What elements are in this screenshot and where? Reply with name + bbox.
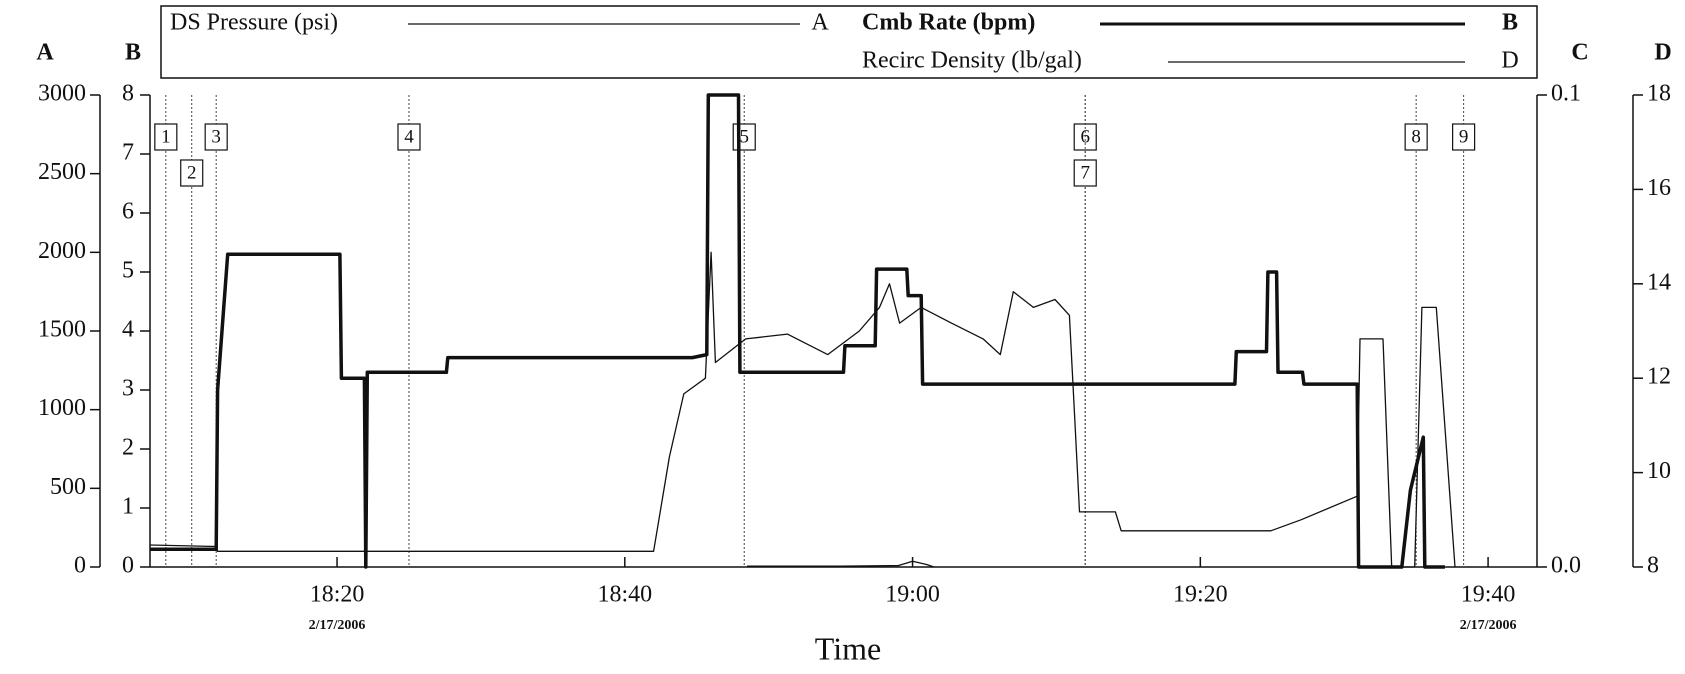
event-label: 2 xyxy=(187,162,197,183)
date-label: 2/17/2006 xyxy=(1460,618,1517,633)
legend-label: Recirc Density (lb/gal) xyxy=(862,48,1082,74)
y-tick-label: 2500 xyxy=(38,159,86,185)
y-tick-label: 18 xyxy=(1647,81,1671,107)
legend-label: Cmb Rate (bpm) xyxy=(862,10,1035,36)
series-line xyxy=(747,560,935,568)
x-tick-label: 19:20 xyxy=(1173,582,1228,608)
y-tick-label: 0.0 xyxy=(1551,553,1581,579)
x-tick-label: 19:00 xyxy=(885,582,940,608)
y-tick-label: 6 xyxy=(122,199,134,225)
axis-title: A xyxy=(36,40,54,66)
event-label: 8 xyxy=(1411,126,1421,147)
event-label: 3 xyxy=(211,126,221,147)
y-tick-label: 2 xyxy=(122,435,134,461)
event-box xyxy=(397,123,421,151)
legend-axis: A xyxy=(811,10,829,36)
y-tick-label: 0 xyxy=(74,553,86,579)
y-tick-label: 12 xyxy=(1647,364,1671,390)
x-tick-label: 18:40 xyxy=(597,582,652,608)
y-tick-label: 7 xyxy=(122,140,134,166)
y-tick-label: 0 xyxy=(122,553,134,579)
event-box xyxy=(1073,159,1097,187)
y-tick-label: 4 xyxy=(122,317,134,343)
x-tick-label: 19:40 xyxy=(1461,582,1516,608)
series-line xyxy=(150,93,1445,569)
y-tick-label: 500 xyxy=(50,474,86,500)
series-line xyxy=(149,251,1456,568)
event-label: 5 xyxy=(739,126,749,147)
legend-box xyxy=(160,5,1538,79)
x-axis-label: Time xyxy=(815,630,881,666)
y-tick-label: 16 xyxy=(1647,175,1671,201)
y-tick-label: 5 xyxy=(122,258,134,284)
event-box xyxy=(154,123,178,151)
y-tick-label: 3 xyxy=(122,376,134,402)
legend-label: DS Pressure (psi) xyxy=(170,10,338,36)
legend-axis: B xyxy=(1502,10,1518,36)
y-tick-label: 10 xyxy=(1647,458,1671,484)
y-tick-label: 8 xyxy=(1647,553,1659,579)
event-label: 9 xyxy=(1459,126,1469,147)
y-tick-label: 1500 xyxy=(38,317,86,343)
y-tick-label: 2000 xyxy=(38,238,86,264)
event-label: 1 xyxy=(161,126,171,147)
x-tick-label: 18:20 xyxy=(310,582,365,608)
y-tick-label: 0.1 xyxy=(1551,81,1581,107)
legend-axis: D xyxy=(1501,48,1518,74)
event-box xyxy=(204,123,228,151)
y-tick-label: 3000 xyxy=(38,81,86,107)
date-label: 2/17/2006 xyxy=(309,618,366,633)
y-tick-label: 8 xyxy=(122,81,134,107)
y-tick-label: 1 xyxy=(122,494,134,520)
axis-title: C xyxy=(1571,40,1588,66)
event-box xyxy=(180,159,204,187)
event-box xyxy=(1404,123,1428,151)
axis-title: B xyxy=(125,40,141,66)
y-tick-label: 1000 xyxy=(38,395,86,421)
event-label: 4 xyxy=(404,126,414,147)
axis-title: D xyxy=(1654,40,1671,66)
event-box xyxy=(1452,123,1476,151)
event-label: 7 xyxy=(1080,162,1090,183)
y-tick-label: 14 xyxy=(1647,269,1671,295)
